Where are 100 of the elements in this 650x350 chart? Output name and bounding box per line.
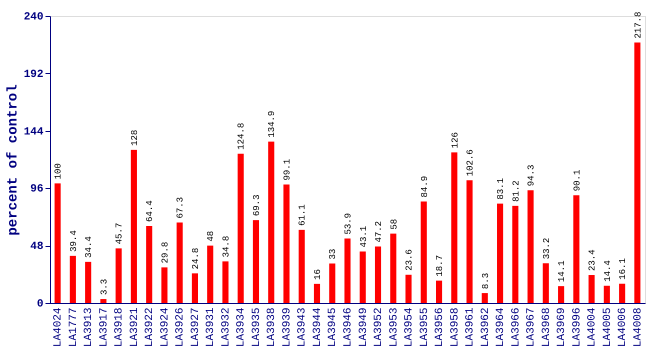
x-tick-label: LA3949 (358, 308, 370, 348)
data-label: 48 (206, 230, 216, 242)
bar (482, 293, 488, 303)
data-label: 43.1 (358, 226, 369, 248)
x-tick-label: LA4024 (52, 307, 65, 348)
bar (344, 238, 351, 303)
x-tick-label: LA3913 (83, 308, 96, 348)
data-label: 134.9 (267, 110, 278, 138)
y-axis-title: percent of control (6, 84, 22, 236)
bar (54, 183, 61, 303)
y-tick-label: 96 (30, 184, 44, 196)
x-tick-label: LA3917 (98, 308, 110, 348)
data-label: 16 (312, 269, 323, 280)
x-tick-label: LA3962 (480, 308, 492, 348)
data-label: 124.8 (236, 122, 247, 150)
data-label: 23.6 (404, 249, 415, 271)
x-tick-label: LA3996 (571, 308, 584, 348)
bar (222, 261, 228, 303)
bar (497, 204, 504, 303)
data-label: 100 (54, 163, 64, 180)
data-label: 83.1 (496, 178, 506, 200)
data-label: 24.8 (190, 248, 201, 270)
x-tick-label: LA3932 (220, 308, 232, 348)
x-tick-label: LA3968 (540, 308, 553, 348)
bar (176, 222, 183, 303)
x-tick-label: LA4008 (632, 308, 644, 348)
data-label: 16.1 (618, 258, 628, 280)
x-tick-label: LA3956 (434, 308, 446, 348)
y-tick-label: 192 (24, 68, 44, 81)
x-tick-label: LA3953 (388, 308, 400, 348)
bar (528, 190, 534, 303)
x-tick-label: LA3934 (236, 307, 248, 348)
y-tick-label: 240 (24, 12, 44, 24)
bar (116, 248, 122, 303)
data-label: 34.8 (221, 236, 232, 258)
data-label: 47.2 (374, 220, 384, 243)
x-tick-label: LA3924 (159, 307, 172, 348)
x-tick-label: LA4006 (617, 308, 630, 348)
x-tick-label: LA3958 (449, 308, 462, 348)
data-label: 39.4 (68, 230, 79, 252)
data-label: 64.4 (145, 200, 156, 222)
x-tick-label: LA3961 (464, 307, 477, 348)
bar (329, 264, 336, 303)
bar (420, 201, 427, 303)
x-tick-label: LA4005 (602, 308, 614, 348)
x-tick-label: LA1777 (68, 308, 80, 348)
bar (573, 195, 580, 303)
x-tick-label: LA3935 (250, 308, 263, 348)
bar (130, 150, 137, 303)
bar (466, 180, 473, 303)
data-label: 84.9 (420, 176, 430, 198)
y-tick-label: 144 (24, 126, 44, 138)
x-tick-label: LA4004 (586, 307, 599, 348)
x-tick-label: LA3918 (114, 308, 126, 348)
data-label: 67.3 (176, 196, 186, 219)
bar (604, 286, 610, 303)
bar (268, 142, 274, 303)
data-label: 29.8 (160, 242, 170, 264)
data-label: 128 (130, 130, 140, 146)
x-tick-label: LA3967 (526, 308, 538, 348)
data-label: 217.8 (633, 12, 644, 39)
x-tick-label: LA3939 (281, 308, 294, 348)
bar (207, 246, 214, 303)
data-label: 90.1 (572, 170, 582, 192)
data-label: 3.3 (99, 278, 110, 296)
bar (100, 299, 106, 303)
x-tick-label: LA3944 (312, 307, 324, 348)
bar (360, 251, 366, 303)
data-label: 14.1 (557, 260, 568, 282)
y-tick-label: 48 (30, 241, 44, 254)
bar (634, 42, 640, 303)
bar (588, 275, 595, 303)
data-label: 126 (450, 132, 460, 148)
data-label: 81.2 (511, 180, 522, 202)
bar (283, 184, 290, 303)
bar (192, 273, 198, 303)
bar (238, 154, 244, 303)
bar (451, 152, 458, 303)
bar (314, 284, 320, 303)
data-label: 102.6 (466, 149, 476, 176)
data-label: 61.1 (298, 204, 308, 226)
x-tick-label: LA3938 (266, 308, 278, 348)
data-label: 33 (328, 248, 338, 260)
x-tick-label: LA3926 (174, 308, 187, 348)
data-label: 34.4 (84, 236, 94, 258)
x-tick-label: LA3931 (205, 307, 218, 348)
x-tick-label: LA3945 (327, 308, 340, 348)
data-label: 45.7 (114, 222, 125, 244)
data-label: 33.2 (542, 238, 552, 260)
x-tick-label: LA3952 (373, 308, 386, 348)
data-label: 94.3 (526, 164, 537, 186)
bar (70, 256, 76, 303)
x-tick-label: LA3966 (510, 308, 522, 348)
bar (85, 262, 92, 303)
bar (298, 230, 305, 303)
x-tick-label: LA3921 (128, 307, 141, 348)
data-label: 18.7 (435, 255, 446, 277)
bar (436, 280, 442, 303)
x-tick-label: LA3955 (418, 308, 431, 348)
bar (374, 246, 382, 303)
